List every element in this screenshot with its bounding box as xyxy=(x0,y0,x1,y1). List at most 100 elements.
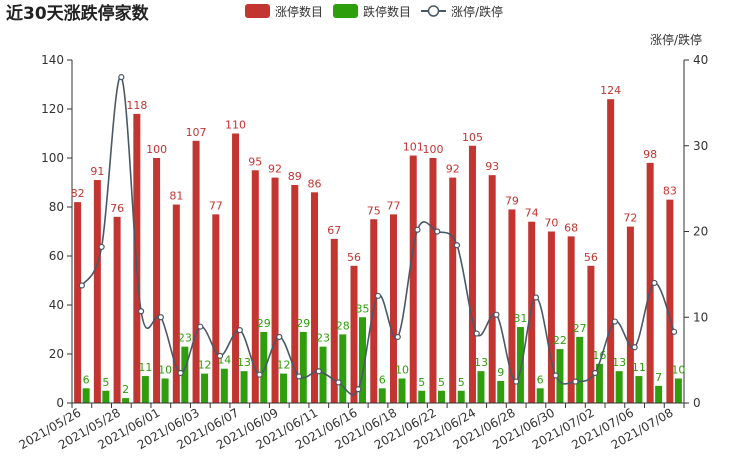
bar-up xyxy=(468,145,476,403)
bar-down xyxy=(674,378,682,403)
bar-up-label: 118 xyxy=(126,99,147,112)
bar-down-label: 29 xyxy=(296,317,310,330)
left-axis: 0 20 40 60 80 100 120 140 xyxy=(41,53,73,410)
bar-up-label: 56 xyxy=(347,251,361,264)
bar-down-label: 13 xyxy=(612,356,626,369)
bar-down-label: 13 xyxy=(474,356,488,369)
bar-up-label: 107 xyxy=(186,126,207,139)
bar-down-label: 7 xyxy=(655,371,662,384)
right-axis-tick-label: 30 xyxy=(693,139,708,153)
bar-up-label: 110 xyxy=(225,119,246,132)
bar-down xyxy=(635,376,643,403)
bar-up xyxy=(528,221,536,403)
legend-label-down: 跌停数目 xyxy=(363,4,411,19)
ratio-point xyxy=(671,328,678,335)
legend-item-down[interactable]: 跌停数目 xyxy=(333,4,411,19)
ratio-point xyxy=(98,243,105,251)
bar-down xyxy=(655,385,663,403)
ratio-point xyxy=(295,373,303,380)
bar-down-label: 5 xyxy=(418,376,425,389)
bar-down-label: 11 xyxy=(138,361,152,374)
ratio-point xyxy=(276,333,283,341)
bar-down xyxy=(556,349,564,403)
bar-down xyxy=(161,378,169,403)
bar-down xyxy=(260,331,268,403)
right-axis-name: 涨停/跌停 xyxy=(650,32,702,47)
ratio-point xyxy=(216,352,224,359)
bar-up xyxy=(212,214,220,403)
bar-up-label: 100 xyxy=(146,143,167,156)
bar-down-label: 2 xyxy=(122,383,129,396)
bar-down-label: 22 xyxy=(553,334,567,347)
bar-up xyxy=(666,199,674,403)
bar-up xyxy=(113,216,121,403)
bar-down xyxy=(378,388,386,403)
legend-item-ratio[interactable]: 涨停/跌停 xyxy=(421,4,503,19)
bar-down xyxy=(141,376,149,403)
bar-down xyxy=(102,390,110,403)
bar-down xyxy=(477,371,485,403)
bar-down xyxy=(497,380,505,403)
bar-down-label: 28 xyxy=(336,319,350,332)
ratio-point xyxy=(137,308,145,315)
chart-title: 近30天涨跌停家数 xyxy=(6,3,150,24)
bar-down xyxy=(339,334,347,403)
bar-up xyxy=(192,140,200,403)
bar-down-label: 13 xyxy=(237,356,251,369)
ratio-point xyxy=(453,242,461,249)
left-axis-tick-label: 0 xyxy=(56,396,64,410)
ratio-point xyxy=(493,311,500,318)
legend-item-up[interactable]: 涨停数目 xyxy=(245,4,323,19)
bar-down-label: 23 xyxy=(316,332,330,345)
legend-label-ratio: 涨停/跌停 xyxy=(451,4,503,19)
ratio-point xyxy=(118,74,125,81)
bar-down xyxy=(240,371,248,403)
bar-down-label: 27 xyxy=(573,322,587,335)
bar-down-label: 12 xyxy=(198,359,212,372)
ratio-point xyxy=(197,323,204,330)
left-axis-tick-label: 20 xyxy=(49,347,64,361)
ratio-point xyxy=(315,368,322,375)
bar-up-label: 67 xyxy=(327,224,341,237)
bar-up xyxy=(93,180,101,403)
bar-down-label: 10 xyxy=(671,364,685,377)
bar-down xyxy=(536,388,544,403)
bar-up xyxy=(389,214,397,403)
bar-down xyxy=(319,346,327,403)
bar-down-label: 35 xyxy=(356,302,370,315)
bar-up-label: 105 xyxy=(462,131,483,144)
left-axis-tick-label: 100 xyxy=(41,151,64,165)
legend: 涨停数目 跌停数目 涨停/跌停 xyxy=(245,4,503,19)
bar-up xyxy=(508,209,516,403)
ratio-point xyxy=(651,279,658,287)
bar-up xyxy=(626,226,634,403)
ratio-point xyxy=(434,228,441,235)
bar-up-label: 101 xyxy=(403,141,424,154)
ratio-point xyxy=(513,378,520,385)
bar-up-label: 77 xyxy=(209,199,223,212)
bar-down xyxy=(220,368,228,403)
ratio-point xyxy=(335,379,342,386)
bar-down xyxy=(615,371,623,403)
bar-down xyxy=(359,317,367,403)
ratio-point xyxy=(177,369,184,377)
bar-up xyxy=(311,192,319,403)
left-axis-tick-label: 40 xyxy=(49,298,64,312)
bar-down xyxy=(299,331,307,403)
bar-down-label: 9 xyxy=(497,366,504,379)
bar-up-label: 92 xyxy=(446,163,460,176)
bar-down xyxy=(398,378,406,403)
bar-up-label: 95 xyxy=(248,155,262,168)
bar-up-label: 89 xyxy=(288,170,302,183)
bar-up xyxy=(153,158,161,403)
bar-up-label: 68 xyxy=(564,221,578,234)
bar-up-label: 76 xyxy=(110,202,124,215)
bar-up-label: 74 xyxy=(525,207,539,220)
ratio-point xyxy=(631,344,638,351)
bar-up xyxy=(429,158,437,403)
bar-up-label: 98 xyxy=(643,148,657,161)
bar-up-label: 82 xyxy=(71,187,85,200)
bar-up xyxy=(291,184,299,403)
bar-down-label: 5 xyxy=(438,376,445,389)
bar-down xyxy=(418,390,426,403)
